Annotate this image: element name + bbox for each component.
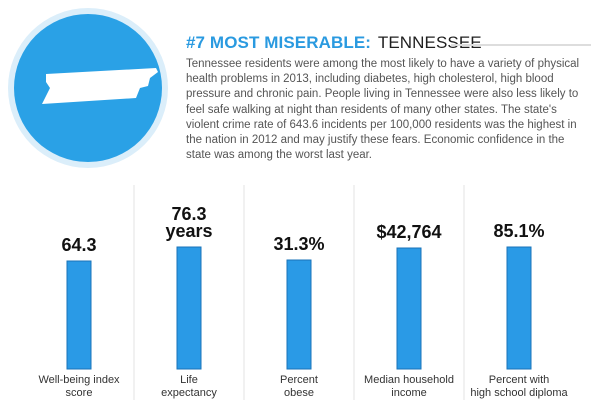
data-label: 64.3	[61, 235, 96, 255]
page-title: #7 MOST MISERABLE: TENNESSEE	[186, 33, 482, 53]
heading-divider	[451, 44, 591, 46]
state-name: TENNESSEE	[377, 33, 482, 52]
data-label: 31.3%	[273, 234, 324, 254]
bar	[396, 247, 422, 370]
bar	[66, 260, 92, 370]
rank-label: #7 MOST MISERABLE:	[186, 33, 372, 52]
state-description: Tennessee residents were among the most …	[186, 58, 580, 162]
bar	[506, 246, 532, 370]
bar	[176, 246, 202, 370]
data-label: 85.1%	[493, 221, 544, 241]
bar	[286, 259, 312, 370]
category-label: Median household income	[364, 374, 454, 399]
category-label: Well-being index score	[38, 374, 120, 399]
data-label: 76.3 years	[165, 204, 212, 241]
category-label: Percent obese	[280, 374, 318, 399]
category-label: Life expectancy	[161, 374, 217, 399]
stats-chart: 64.3 Well-being index score 76.3 years Life ex…	[38, 185, 568, 400]
tennessee-map-icon	[42, 68, 158, 104]
data-label: $42,764	[376, 222, 441, 242]
category-label: Percent with high school diploma	[470, 374, 568, 399]
